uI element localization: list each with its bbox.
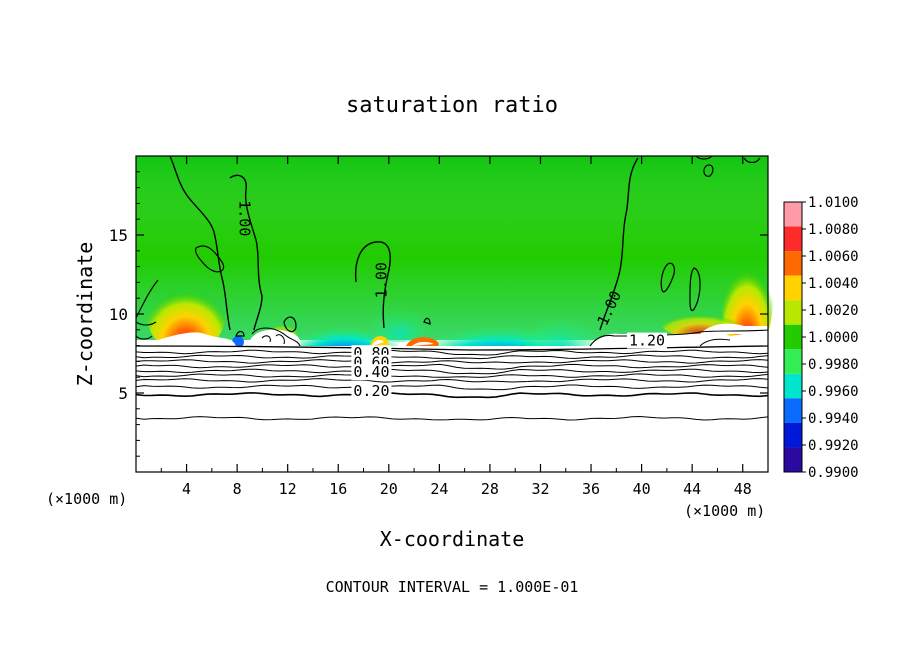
- x-unit-left: (×1000 m): [46, 490, 127, 508]
- stratified-contour-line: [135, 349, 769, 356]
- x-tick-label: 44: [683, 480, 701, 498]
- warm-anomaly-left: [146, 270, 226, 354]
- x-tick-label: 28: [481, 480, 499, 498]
- stratified-contours: [135, 349, 769, 421]
- x-axis: 4 8 12 16 20 24 28 32 36 40 44 48: [160, 156, 752, 498]
- x-tick-label: 32: [531, 480, 549, 498]
- stratified-contour-line: [135, 378, 769, 383]
- colorbar-swatch: [784, 422, 802, 448]
- contour-label: 1.20: [629, 332, 665, 350]
- stratified-contour-line: [135, 391, 769, 399]
- y-tick-label: 5: [118, 384, 128, 403]
- colorbar-label: 1.0020: [808, 303, 859, 319]
- stratified-contour-line: [135, 354, 769, 360]
- x-tick-label: 8: [233, 480, 242, 498]
- x-tick-label: 4: [182, 480, 191, 498]
- x-tick-label: 40: [633, 480, 651, 498]
- colorbar-swatch: [784, 226, 802, 252]
- colorbar-label: 1.0040: [808, 276, 859, 292]
- contour-label: 0.20: [353, 382, 389, 400]
- stratified-contour-line: [135, 363, 769, 370]
- colorbar-swatch: [784, 251, 802, 276]
- stratified-contour-line: [135, 368, 769, 375]
- heatmap-field: [136, 156, 773, 472]
- chart-title: saturation ratio: [346, 93, 558, 118]
- contour-label: 1.00: [372, 262, 390, 298]
- contour-label-bg: [351, 364, 392, 381]
- y-tick-label: 15: [109, 226, 128, 245]
- colorbar-swatch: [784, 202, 802, 227]
- contour-interval-footer: CONTOUR INTERVAL = 1.000E-01: [326, 578, 579, 596]
- x-tick-label: 48: [734, 480, 752, 498]
- x-tick-label: 16: [329, 480, 347, 498]
- colorbar-label: 0.9920: [808, 438, 859, 454]
- colorbar: 1.0100 1.0080 1.0060 1.0040 1.0020 1.0000 0.99…: [783, 195, 859, 481]
- colorbar-swatch: [784, 447, 802, 472]
- colorbar-swatch: [784, 349, 802, 374]
- colorbar-swatch: [784, 398, 802, 423]
- x-axis-label: X-coordinate: [380, 527, 525, 551]
- x-tick-label: 36: [582, 480, 600, 498]
- colorbar-label: 0.9900: [808, 465, 859, 481]
- colorbar-swatch: [784, 300, 802, 325]
- contour-label: 1.00: [236, 200, 254, 236]
- contour-label-bg: [626, 332, 667, 349]
- colorbar-swatch: [784, 275, 802, 301]
- colorbar-swatch: [784, 373, 802, 399]
- x-tick-label: 12: [279, 480, 297, 498]
- stratified-contour-line: [135, 415, 769, 421]
- contour-label-bg: [351, 383, 392, 400]
- colorbar-label: 0.9940: [808, 411, 859, 427]
- y-tick-label: 10: [109, 305, 128, 324]
- colorbar-label: 1.0100: [808, 195, 859, 211]
- x-tick-label: 20: [380, 480, 398, 498]
- colorbar-label: 0.9960: [808, 384, 859, 400]
- colorbar-label: 1.0000: [808, 330, 859, 346]
- x-unit-right: (×1000 m): [684, 502, 765, 520]
- colorbar-label: 1.0080: [808, 222, 859, 238]
- stratified-contour-line: [135, 359, 769, 364]
- colorbar-label: 0.9980: [808, 357, 859, 373]
- y-axis-label: Z-coordinate: [73, 242, 97, 387]
- stratified-contour-line: [135, 373, 769, 378]
- colorbar-label: 1.0060: [808, 249, 859, 265]
- y-axis: 5 10 15: [109, 171, 768, 457]
- stratified-contour-line: [135, 384, 769, 391]
- x-tick-label: 24: [430, 480, 448, 498]
- contour-label: 0.40: [353, 363, 389, 381]
- colorbar-swatch: [784, 324, 802, 350]
